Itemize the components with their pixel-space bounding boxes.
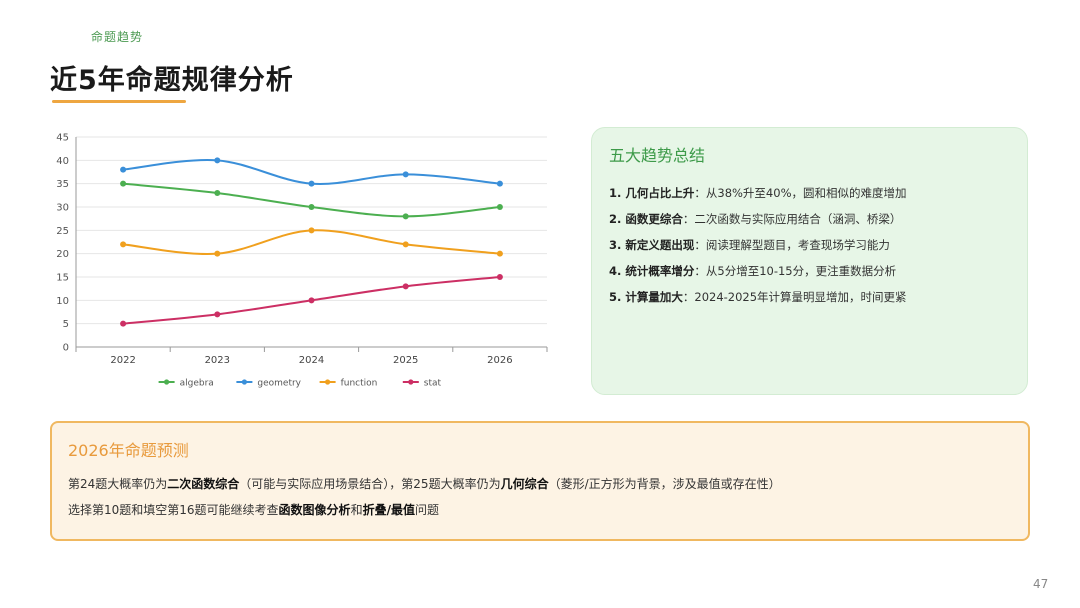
summary-title: 五大趋势总结 xyxy=(609,146,706,165)
legend-marker-algebra xyxy=(164,379,170,385)
page-title: 近5年命题规律分析 xyxy=(50,65,294,96)
summary-item-head: 5. 计算量加大 xyxy=(609,290,683,304)
data-point-stat xyxy=(214,311,221,318)
summary-list: 1. 几何占比上升：从38%升至40%，圆和相似的难度增加 2. 函数更综合：二… xyxy=(609,180,907,310)
data-point-function xyxy=(214,250,221,257)
summary-item-head: 4. 统计概率增分 xyxy=(609,264,695,278)
summary-item: 3. 新定义题出现：阅读理解型题目，考查现场学习能力 xyxy=(609,232,907,258)
summary-item-body: ：2024-2025年计算量明显增加，时间更紧 xyxy=(682,290,907,304)
data-point-function xyxy=(402,241,409,248)
prediction-emphasis: 二次函数综合 xyxy=(167,477,240,491)
summary-item: 2. 函数更综合：二次函数与实际应用结合（涵洞、桥梁） xyxy=(609,206,907,232)
data-point-geometry xyxy=(308,180,315,187)
prediction-text: 选择第10题和填空第16题可能继续考查 xyxy=(68,503,279,517)
prediction-emphasis: 折叠/最值 xyxy=(362,503,415,517)
summary-item-body: ：二次函数与实际应用结合（涵洞、桥梁） xyxy=(682,212,902,226)
y-tick-label: 40 xyxy=(56,156,69,167)
series-line-geometry xyxy=(123,158,500,185)
summary-item-head: 1. 几何占比上升 xyxy=(609,186,695,200)
data-point-geometry xyxy=(214,157,221,164)
x-tick-label: 2023 xyxy=(205,355,230,366)
legend-marker-geometry xyxy=(241,379,247,385)
trend-summary-card: 五大趋势总结 1. 几何占比上升：从38%升至40%，圆和相似的难度增加 2. … xyxy=(591,127,1028,395)
series-line-algebra xyxy=(123,182,500,218)
legend-marker-stat xyxy=(408,379,414,385)
prediction-title: 2026年命题预测 xyxy=(68,441,189,460)
y-tick-label: 10 xyxy=(56,296,69,307)
y-tick-label: 30 xyxy=(56,203,69,214)
y-tick-label: 45 xyxy=(56,133,69,144)
y-tick-label: 35 xyxy=(56,179,69,190)
prediction-line-2: 选择第10题和填空第16题可能继续考查函数图像分析和折叠/最值问题 xyxy=(68,501,439,518)
data-point-stat xyxy=(120,320,127,327)
data-point-geometry xyxy=(120,166,127,173)
section-tag: 命题趋势 xyxy=(91,30,144,44)
y-tick-label: 20 xyxy=(56,249,69,260)
data-point-algebra xyxy=(214,190,221,196)
summary-item-body: ：阅读理解型题目，考查现场学习能力 xyxy=(694,238,890,252)
prediction-text: （菱形/正方形为背景，涉及最值或存在性） xyxy=(548,477,781,491)
x-tick-label: 2025 xyxy=(393,355,418,366)
data-point-stat xyxy=(308,297,315,304)
data-point-algebra xyxy=(402,213,409,220)
data-point-stat xyxy=(402,283,409,290)
x-tick-label: 2026 xyxy=(487,355,512,366)
data-point-geometry xyxy=(402,171,409,178)
y-tick-label: 25 xyxy=(56,226,69,237)
title-underline xyxy=(52,100,186,103)
summary-item-body: ：从5分增至10-15分，更注重数据分析 xyxy=(694,264,897,278)
summary-item: 1. 几何占比上升：从38%升至40%，圆和相似的难度增加 xyxy=(609,180,907,206)
legend-marker-function xyxy=(325,379,331,385)
summary-item-body: ：从38%升至40%，圆和相似的难度增加 xyxy=(694,186,907,200)
y-tick-label: 15 xyxy=(56,273,69,284)
prediction-text: 问题 xyxy=(414,503,439,517)
legend-label: stat xyxy=(424,379,442,389)
summary-item-head: 3. 新定义题出现 xyxy=(609,238,695,252)
data-point-function xyxy=(120,241,127,248)
page-number: 47 xyxy=(1033,577,1049,591)
x-tick-label: 2022 xyxy=(110,355,135,366)
y-tick-label: 5 xyxy=(63,319,69,330)
data-point-algebra xyxy=(120,180,127,187)
legend-label: geometry xyxy=(257,379,301,389)
prediction-emphasis: 函数图像分析 xyxy=(278,503,351,517)
summary-item-head: 2. 函数更综合 xyxy=(609,212,683,226)
data-point-algebra xyxy=(308,204,315,210)
x-tick-label: 2024 xyxy=(299,355,324,366)
data-point-function xyxy=(496,250,503,257)
data-point-geometry xyxy=(496,180,503,187)
data-point-algebra xyxy=(496,204,503,210)
legend-label: function xyxy=(341,379,378,389)
legend-label: algebra xyxy=(180,379,214,389)
prediction-line-1: 第24题大概率仍为二次函数综合（可能与实际应用场景结合），第25题大概率仍为几何… xyxy=(68,475,781,492)
data-point-function xyxy=(308,227,315,234)
y-tick-label: 0 xyxy=(63,343,69,354)
prediction-emphasis: 几何综合 xyxy=(500,477,549,491)
summary-item: 4. 统计概率增分：从5分增至10-15分，更注重数据分析 xyxy=(609,258,907,284)
summary-item: 5. 计算量加大：2024-2025年计算量明显增加，时间更紧 xyxy=(609,284,907,310)
prediction-text: 第24题大概率仍为 xyxy=(68,477,168,491)
series-line-function xyxy=(123,229,500,256)
prediction-text: （可能与实际应用场景结合），第25题大概率仍为 xyxy=(239,477,501,491)
prediction-card: 2026年命题预测 第24题大概率仍为二次函数综合（可能与实际应用场景结合），第… xyxy=(50,421,1030,541)
prediction-text: 和 xyxy=(350,503,363,517)
data-point-stat xyxy=(496,274,503,280)
